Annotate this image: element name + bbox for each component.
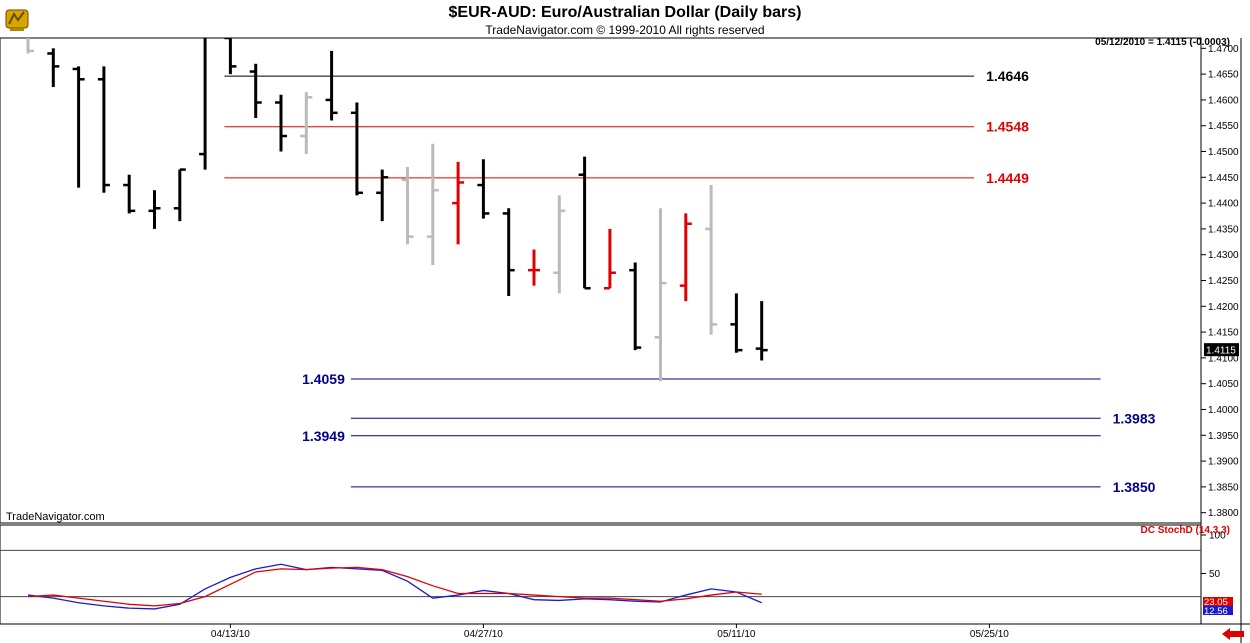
stoch-value-label: 12.56 bbox=[1204, 606, 1228, 617]
stoch-tick-label: 100 bbox=[1209, 531, 1226, 542]
y-tick-label: 1.3800 bbox=[1208, 508, 1239, 519]
ohlc-bar bbox=[123, 174, 136, 214]
ohlc-bar bbox=[325, 50, 338, 121]
watermark-text: TradeNavigator.com bbox=[6, 511, 105, 523]
stoch-value-label: 23.05 bbox=[1204, 597, 1228, 608]
level-label: 1.4646 bbox=[986, 68, 1029, 84]
y-tick-label: 1.4200 bbox=[1208, 302, 1239, 313]
level-label: 1.3983 bbox=[1113, 410, 1156, 426]
stoch-value-tag bbox=[1203, 597, 1233, 606]
stoch-d-line bbox=[27, 566, 762, 607]
scroll-left-arrow-icon[interactable] bbox=[1220, 627, 1248, 641]
y-tick-label: 1.3900 bbox=[1208, 457, 1239, 468]
y-tick-label: 1.3850 bbox=[1208, 482, 1239, 493]
ohlc-bar bbox=[350, 102, 363, 196]
stoch-panel-frame bbox=[0, 524, 1202, 625]
stoch-value-tag bbox=[1203, 606, 1233, 615]
ohlc-bars bbox=[26, 38, 768, 382]
x-tick-label: 05/25/10 bbox=[970, 629, 1009, 640]
level-label: 1.4059 bbox=[302, 371, 345, 387]
ohlc-bar bbox=[26, 38, 34, 54]
ohlc-bar bbox=[97, 66, 110, 193]
y-tick-label: 1.4650 bbox=[1208, 70, 1239, 81]
ohlc-bar bbox=[47, 48, 60, 88]
x-tick-label: 04/27/10 bbox=[464, 629, 503, 640]
level-label: 1.4548 bbox=[986, 119, 1029, 135]
y-tick-label: 1.4550 bbox=[1208, 121, 1239, 132]
level-label: 1.3850 bbox=[1113, 479, 1156, 495]
ohlc-bar bbox=[629, 262, 642, 351]
ohlc-bar bbox=[603, 228, 616, 290]
y-tick-label: 1.4700 bbox=[1208, 44, 1239, 55]
stoch-k-line bbox=[27, 563, 762, 610]
ohlc-bar bbox=[553, 195, 566, 294]
x-tick-label: 04/13/10 bbox=[211, 629, 250, 640]
ohlc-bar bbox=[148, 190, 161, 229]
level-label: 1.4449 bbox=[986, 170, 1029, 186]
ohlc-bar bbox=[578, 156, 591, 290]
ohlc-bar bbox=[72, 66, 85, 188]
ohlc-bar bbox=[705, 185, 718, 335]
ohlc-bar bbox=[199, 38, 207, 170]
y-tick-label: 1.4400 bbox=[1208, 199, 1239, 210]
chart-title: $EUR-AUD: Euro/Australian Dollar (Daily … bbox=[448, 4, 802, 21]
y-tick-label: 1.4050 bbox=[1208, 379, 1239, 390]
ohlc-bar bbox=[477, 159, 490, 219]
y-tick-label: 1.4350 bbox=[1208, 224, 1239, 235]
ohlc-bar bbox=[730, 293, 743, 353]
ohlc-bar bbox=[376, 169, 389, 222]
ohlc-bar bbox=[502, 208, 515, 296]
y-tick-label: 1.4150 bbox=[1208, 328, 1239, 339]
y-tick-label: 1.4100 bbox=[1208, 353, 1239, 364]
stoch-tick-label: 50 bbox=[1209, 569, 1221, 580]
ohlc-bar bbox=[275, 94, 287, 152]
y-tick-label: 1.4600 bbox=[1208, 95, 1239, 106]
ohlc-bar bbox=[173, 168, 186, 222]
x-tick-label: 05/11/10 bbox=[717, 629, 756, 640]
y-tick-label: 1.3950 bbox=[1208, 431, 1239, 442]
chart-subtitle: TradeNavigator.com © 1999-2010 All right… bbox=[485, 23, 765, 37]
ohlc-bar bbox=[426, 143, 439, 266]
ohlc-bar bbox=[654, 208, 667, 382]
ohlc-bar bbox=[679, 213, 692, 302]
y-tick-label: 1.4500 bbox=[1208, 147, 1239, 158]
ohlc-bar bbox=[528, 249, 540, 286]
ohlc-bar bbox=[401, 166, 414, 245]
logo-icon bbox=[0, 0, 36, 34]
y-tick-label: 1.4250 bbox=[1208, 276, 1239, 287]
y-tick-label: 1.4000 bbox=[1208, 405, 1239, 416]
ohlc-bar bbox=[300, 92, 313, 155]
y-tick-label: 1.4450 bbox=[1208, 173, 1239, 184]
y-tick-label: 1.4300 bbox=[1208, 250, 1239, 261]
price-panel-frame bbox=[0, 37, 1202, 524]
level-label: 1.3949 bbox=[302, 428, 345, 444]
last-price-label: 1.4115 bbox=[1206, 346, 1236, 357]
ohlc-bar bbox=[249, 63, 262, 118]
last-price-tag bbox=[1204, 343, 1239, 357]
price-readout: 05/12/2010 = 1.4115 (-0.0003) bbox=[1095, 37, 1230, 48]
ohlc-bar bbox=[224, 38, 237, 75]
ohlc-bar bbox=[452, 161, 465, 245]
ohlc-bar bbox=[755, 301, 768, 361]
indicator-label: DC StochD (14,3,3) bbox=[1140, 525, 1230, 536]
